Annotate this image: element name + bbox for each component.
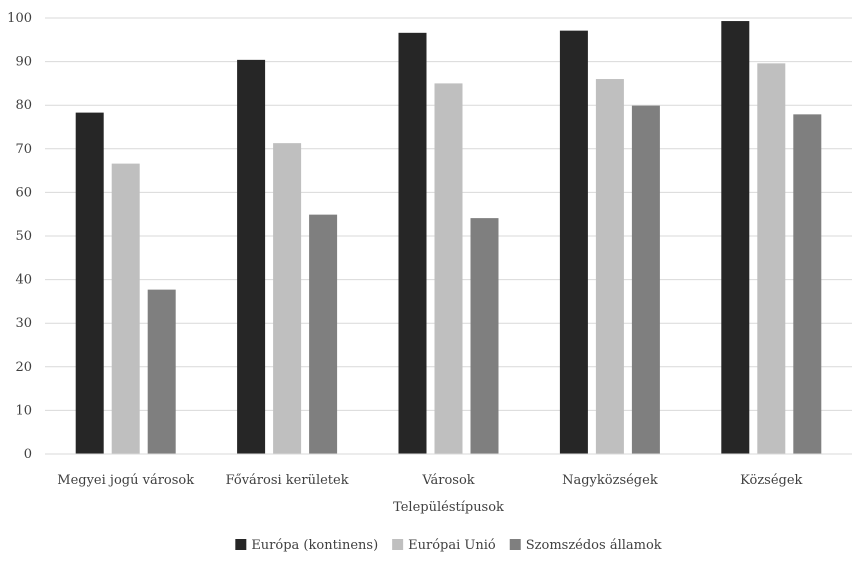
bar xyxy=(631,105,660,455)
bar xyxy=(757,63,786,455)
legend-item: Szomszédos államok xyxy=(509,538,662,553)
y-tick-label: 70 xyxy=(15,142,32,157)
x-category-label: Községek xyxy=(740,473,802,488)
bar xyxy=(793,114,822,454)
bar xyxy=(309,214,338,454)
y-tick-label: 30 xyxy=(15,316,32,331)
legend: Európa (kontinens) Európai Unió Szomszédos… xyxy=(235,538,662,553)
y-tick-label: 10 xyxy=(15,403,32,418)
bar xyxy=(147,289,176,454)
y-tick-label: 0 xyxy=(24,447,32,462)
bar xyxy=(398,32,427,454)
x-category-label: Városok xyxy=(421,473,474,488)
bar xyxy=(75,112,104,454)
bar xyxy=(595,79,624,454)
y-tick-label: 100 xyxy=(7,11,32,26)
legend-item: Európa (kontinens) xyxy=(235,538,378,553)
legend-swatch xyxy=(392,539,404,550)
legend-swatch xyxy=(509,539,521,550)
bar xyxy=(559,30,588,454)
bar xyxy=(237,59,266,455)
y-tick-label: 90 xyxy=(15,55,32,70)
y-tick-label: 40 xyxy=(15,273,32,288)
legend-item: Európai Unió xyxy=(392,538,496,553)
legend-label: Európa (kontinens) xyxy=(251,538,378,553)
y-axis-ticks: 0 10 20 30 40 50 60 70 80 90 100 xyxy=(7,11,32,462)
bar xyxy=(721,21,750,454)
bar xyxy=(434,83,463,455)
bars xyxy=(75,21,822,455)
x-category-label: Fővárosi kerületek xyxy=(226,473,349,488)
y-tick-label: 80 xyxy=(15,98,32,113)
bar xyxy=(111,163,140,454)
x-category-label: Nagyközségek xyxy=(562,473,658,488)
legend-label: Európai Unió xyxy=(408,538,496,553)
y-tick-label: 60 xyxy=(15,185,32,200)
legend-label: Szomszédos államok xyxy=(526,538,662,553)
x-category-label: Megyei jogú városok xyxy=(57,473,194,488)
x-axis-title: Településtípusok xyxy=(393,500,504,515)
legend-swatch xyxy=(235,539,247,550)
y-tick-label: 20 xyxy=(15,360,32,375)
y-tick-label: 50 xyxy=(15,229,32,244)
bar xyxy=(273,143,302,454)
bar xyxy=(470,218,499,454)
x-axis-categories: Megyei jogú városok Fővárosi kerületek Vár… xyxy=(57,473,802,488)
